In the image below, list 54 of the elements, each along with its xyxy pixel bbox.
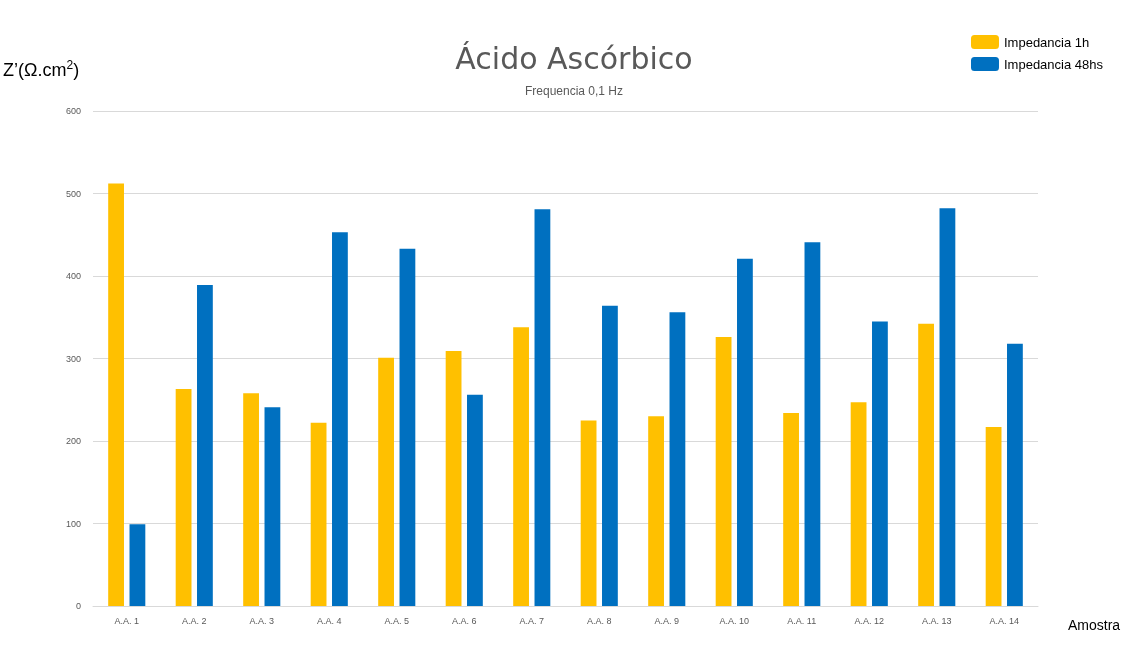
y-tick-label: 100 (65, 518, 81, 529)
bar (467, 394, 483, 606)
x-tick-label: A.A. 11 (787, 615, 817, 626)
x-tick-label: A.A. 10 (719, 615, 750, 626)
chart-title: Ácido Ascórbico (455, 40, 693, 76)
bar (872, 321, 888, 606)
bar (378, 357, 394, 606)
bar (243, 393, 259, 606)
bar (783, 412, 799, 606)
bar (445, 351, 462, 606)
y-tick-label: 300 (65, 353, 81, 364)
chart-subtitle: Frequencia 0,1 Hz (524, 84, 624, 98)
legend-label: Impedancia 1h (1003, 34, 1090, 50)
bar (1007, 343, 1023, 606)
bar (310, 422, 327, 606)
bar (399, 248, 416, 606)
x-tick-label: A.A. 2 (181, 615, 207, 626)
x-tick-label: A.A. 6 (451, 615, 477, 626)
bar (737, 258, 753, 606)
bar (602, 305, 618, 606)
bar (715, 337, 732, 606)
bar (985, 426, 1002, 606)
y-tick-label: 0 (75, 601, 81, 611)
x-tick-label: A.A. 13 (921, 615, 952, 626)
y-tick-label: 400 (65, 271, 81, 281)
bar (534, 209, 551, 606)
bar (669, 312, 686, 606)
x-tick-label: A.A. 8 (586, 615, 612, 626)
bar (129, 524, 146, 606)
legend-label: Impedancia 48hs (1003, 56, 1104, 72)
x-tick-label: A.A. 14 (989, 615, 1020, 626)
bar (939, 208, 956, 606)
bar (580, 420, 597, 606)
bar (108, 183, 124, 606)
bar (804, 242, 821, 606)
bar (648, 416, 664, 606)
bar (513, 327, 529, 606)
x-tick-label: A.A. 12 (854, 615, 885, 626)
x-tick-label: A.A. 9 (654, 615, 680, 626)
bar (850, 402, 867, 606)
bar (332, 232, 348, 606)
y-tick-label: 600 (65, 106, 81, 116)
x-axis-title: Amostra (1068, 617, 1121, 633)
bar (918, 323, 934, 606)
x-tick-label: A.A. 5 (384, 615, 410, 626)
x-tick-label: A.A. 7 (519, 615, 545, 626)
bar (264, 407, 281, 606)
bar (197, 285, 213, 606)
x-tick-label: A.A. 1 (114, 615, 140, 626)
x-tick-label: A.A. 4 (316, 615, 342, 626)
y-tick-label: 500 (65, 188, 81, 199)
bar (175, 389, 192, 606)
y-tick-label: 200 (65, 436, 81, 446)
x-tick-label: A.A. 3 (249, 615, 275, 626)
